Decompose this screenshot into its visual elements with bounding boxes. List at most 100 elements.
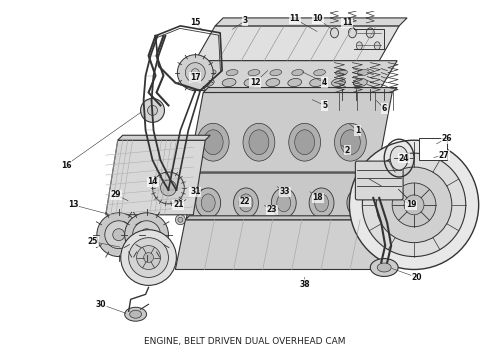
- Circle shape: [362, 153, 466, 257]
- Text: 38: 38: [299, 280, 310, 289]
- Text: 12: 12: [250, 78, 260, 87]
- Ellipse shape: [124, 307, 147, 321]
- Circle shape: [118, 217, 123, 222]
- Text: 29: 29: [110, 190, 121, 199]
- Ellipse shape: [244, 78, 258, 87]
- Polygon shape: [188, 93, 392, 172]
- Ellipse shape: [204, 69, 216, 76]
- Ellipse shape: [356, 42, 362, 50]
- Ellipse shape: [130, 310, 142, 318]
- Circle shape: [121, 230, 176, 285]
- Circle shape: [349, 140, 479, 270]
- Text: 4: 4: [322, 78, 327, 87]
- Text: 6: 6: [382, 104, 387, 113]
- Text: 14: 14: [147, 177, 158, 186]
- Ellipse shape: [234, 188, 258, 218]
- Circle shape: [392, 183, 436, 227]
- Ellipse shape: [270, 69, 282, 76]
- Circle shape: [404, 195, 424, 215]
- Ellipse shape: [336, 69, 347, 76]
- Text: 21: 21: [173, 201, 184, 210]
- Text: 27: 27: [439, 150, 449, 159]
- Text: 16: 16: [61, 161, 71, 170]
- Polygon shape: [175, 220, 389, 270]
- Polygon shape: [192, 61, 397, 90]
- Text: 19: 19: [406, 201, 416, 210]
- Ellipse shape: [377, 263, 391, 272]
- Ellipse shape: [370, 258, 398, 276]
- Circle shape: [178, 217, 183, 222]
- Ellipse shape: [222, 78, 236, 87]
- Circle shape: [137, 246, 161, 270]
- Text: ENGINE, BELT DRIVEN DUAL OVERHEAD CAM: ENGINE, BELT DRIVEN DUAL OVERHEAD CAM: [144, 337, 346, 346]
- FancyBboxPatch shape: [355, 161, 403, 200]
- Text: 26: 26: [441, 134, 452, 143]
- Ellipse shape: [294, 130, 315, 155]
- Ellipse shape: [315, 194, 328, 212]
- Text: 25: 25: [88, 237, 98, 246]
- Circle shape: [141, 99, 165, 122]
- Ellipse shape: [367, 28, 374, 38]
- Ellipse shape: [390, 146, 408, 170]
- Text: 1: 1: [355, 126, 360, 135]
- Ellipse shape: [200, 78, 214, 87]
- Ellipse shape: [341, 130, 360, 155]
- Ellipse shape: [347, 188, 372, 218]
- Ellipse shape: [271, 188, 296, 218]
- Polygon shape: [185, 216, 393, 220]
- Text: 22: 22: [240, 197, 250, 206]
- Text: 11: 11: [342, 18, 353, 27]
- Text: 15: 15: [190, 18, 200, 27]
- Text: 24: 24: [399, 154, 409, 163]
- Circle shape: [161, 180, 176, 196]
- Circle shape: [376, 167, 452, 243]
- Polygon shape: [196, 26, 399, 61]
- Ellipse shape: [331, 28, 339, 38]
- Ellipse shape: [309, 188, 334, 218]
- Circle shape: [148, 217, 153, 222]
- Text: 11: 11: [290, 14, 300, 23]
- Text: 10: 10: [312, 14, 323, 23]
- Text: 20: 20: [412, 273, 422, 282]
- Circle shape: [105, 221, 133, 249]
- Ellipse shape: [332, 78, 345, 87]
- Text: 31: 31: [190, 188, 200, 197]
- Ellipse shape: [348, 28, 356, 38]
- Ellipse shape: [353, 78, 368, 87]
- Ellipse shape: [248, 69, 260, 76]
- Polygon shape: [215, 18, 407, 26]
- Text: 23: 23: [267, 205, 277, 214]
- Circle shape: [133, 221, 161, 249]
- Polygon shape: [203, 87, 397, 93]
- Text: 5: 5: [322, 101, 327, 110]
- Circle shape: [124, 213, 169, 257]
- Circle shape: [116, 215, 125, 225]
- Circle shape: [113, 229, 124, 240]
- Text: 3: 3: [243, 17, 247, 26]
- Text: 13: 13: [68, 201, 78, 210]
- Ellipse shape: [201, 194, 215, 212]
- Circle shape: [185, 63, 205, 82]
- Text: 17: 17: [190, 73, 200, 82]
- Circle shape: [141, 229, 152, 240]
- Ellipse shape: [289, 123, 320, 161]
- Ellipse shape: [243, 123, 275, 161]
- Ellipse shape: [226, 69, 238, 76]
- Ellipse shape: [314, 69, 325, 76]
- Circle shape: [129, 238, 169, 278]
- Ellipse shape: [288, 78, 302, 87]
- Text: 2: 2: [345, 146, 350, 155]
- Circle shape: [191, 69, 199, 77]
- Ellipse shape: [197, 123, 229, 161]
- Polygon shape: [118, 135, 210, 140]
- Circle shape: [147, 105, 157, 115]
- Text: 18: 18: [312, 193, 323, 202]
- Circle shape: [97, 213, 141, 257]
- Circle shape: [175, 215, 185, 225]
- Circle shape: [177, 55, 213, 90]
- Ellipse shape: [196, 188, 220, 218]
- Ellipse shape: [292, 69, 304, 76]
- Ellipse shape: [335, 123, 367, 161]
- Ellipse shape: [249, 130, 269, 155]
- Ellipse shape: [310, 78, 323, 87]
